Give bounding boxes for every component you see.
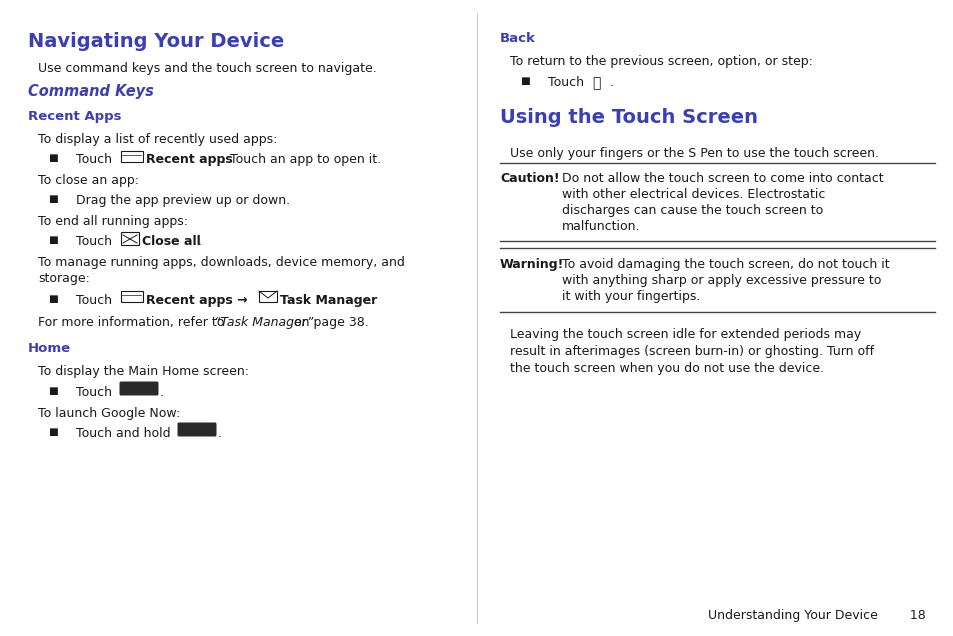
Text: Use command keys and the touch screen to navigate.: Use command keys and the touch screen to… xyxy=(38,62,376,75)
Text: Navigating Your Device: Navigating Your Device xyxy=(28,32,284,51)
Text: Touch: Touch xyxy=(76,386,112,399)
Text: on page 38.: on page 38. xyxy=(290,316,369,329)
Text: Recent Apps: Recent Apps xyxy=(28,110,121,123)
Text: To launch Google Now:: To launch Google Now: xyxy=(38,407,180,420)
Text: result in afterimages (screen burn-in) or ghosting. Turn off: result in afterimages (screen burn-in) o… xyxy=(510,345,873,358)
Text: . Touch an app to open it.: . Touch an app to open it. xyxy=(222,153,381,166)
Text: the touch screen when you do not use the device.: the touch screen when you do not use the… xyxy=(510,362,823,375)
Text: To display the Main Home screen:: To display the Main Home screen: xyxy=(38,365,249,378)
Text: Back: Back xyxy=(499,32,536,45)
Text: Leaving the touch screen idle for extended periods may: Leaving the touch screen idle for extend… xyxy=(510,328,861,341)
Text: To manage running apps, downloads, device memory, and: To manage running apps, downloads, devic… xyxy=(38,256,404,269)
Text: Command Keys: Command Keys xyxy=(28,84,153,99)
Text: To return to the previous screen, option, or step:: To return to the previous screen, option… xyxy=(510,55,812,68)
Text: with anything sharp or apply excessive pressure to: with anything sharp or apply excessive p… xyxy=(561,274,881,287)
FancyBboxPatch shape xyxy=(177,422,216,436)
Text: storage:: storage: xyxy=(38,272,90,285)
Text: To avoid damaging the touch screen, do not touch it: To avoid damaging the touch screen, do n… xyxy=(561,258,889,271)
FancyBboxPatch shape xyxy=(119,382,158,396)
Text: Caution!: Caution! xyxy=(499,172,559,185)
Text: ■: ■ xyxy=(519,76,529,86)
Text: .: . xyxy=(198,235,202,248)
Text: To end all running apps:: To end all running apps: xyxy=(38,215,188,228)
Text: ■: ■ xyxy=(48,427,58,437)
Text: ■: ■ xyxy=(48,194,58,204)
Text: To close an app:: To close an app: xyxy=(38,174,139,187)
Text: Understanding Your Device        18: Understanding Your Device 18 xyxy=(707,609,925,622)
Text: malfunction.: malfunction. xyxy=(561,220,639,233)
Text: .: . xyxy=(218,427,222,440)
Text: ■: ■ xyxy=(48,294,58,304)
Text: ■: ■ xyxy=(48,153,58,163)
Text: with other electrical devices. Electrostatic: with other electrical devices. Electrost… xyxy=(561,188,824,201)
Text: Home: Home xyxy=(28,342,71,355)
Text: “Task Manager”: “Task Manager” xyxy=(210,316,313,329)
Text: Warning!: Warning! xyxy=(499,258,564,271)
Bar xyxy=(121,291,143,302)
Text: Touch: Touch xyxy=(76,235,112,248)
Bar xyxy=(121,232,139,245)
Text: Touch: Touch xyxy=(547,76,583,89)
Text: Use only your fingers or the S Pen to use the touch screen.: Use only your fingers or the S Pen to us… xyxy=(510,147,878,160)
Text: Touch: Touch xyxy=(76,153,112,166)
Text: Do not allow the touch screen to come into contact: Do not allow the touch screen to come in… xyxy=(561,172,882,185)
Text: Touch and hold: Touch and hold xyxy=(76,427,171,440)
Text: To display a list of recently used apps:: To display a list of recently used apps: xyxy=(38,133,277,146)
Bar xyxy=(121,151,143,162)
Text: .: . xyxy=(368,294,372,307)
Text: discharges can cause the touch screen to: discharges can cause the touch screen to xyxy=(561,204,822,217)
Text: Drag the app preview up or down.: Drag the app preview up or down. xyxy=(76,194,290,207)
Text: ■: ■ xyxy=(48,235,58,245)
Text: .: . xyxy=(160,386,164,399)
Text: Close all: Close all xyxy=(142,235,200,248)
Text: Using the Touch Screen: Using the Touch Screen xyxy=(499,108,758,127)
Text: For more information, refer to: For more information, refer to xyxy=(38,316,224,329)
Text: ⮌: ⮌ xyxy=(592,76,599,90)
Text: it with your fingertips.: it with your fingertips. xyxy=(561,290,700,303)
Text: Touch: Touch xyxy=(76,294,112,307)
Text: Recent apps →: Recent apps → xyxy=(146,294,248,307)
Text: ■: ■ xyxy=(48,386,58,396)
Text: Recent apps: Recent apps xyxy=(146,153,233,166)
Text: .: . xyxy=(609,76,614,89)
Text: Task Manager: Task Manager xyxy=(280,294,376,307)
Bar xyxy=(258,291,276,302)
